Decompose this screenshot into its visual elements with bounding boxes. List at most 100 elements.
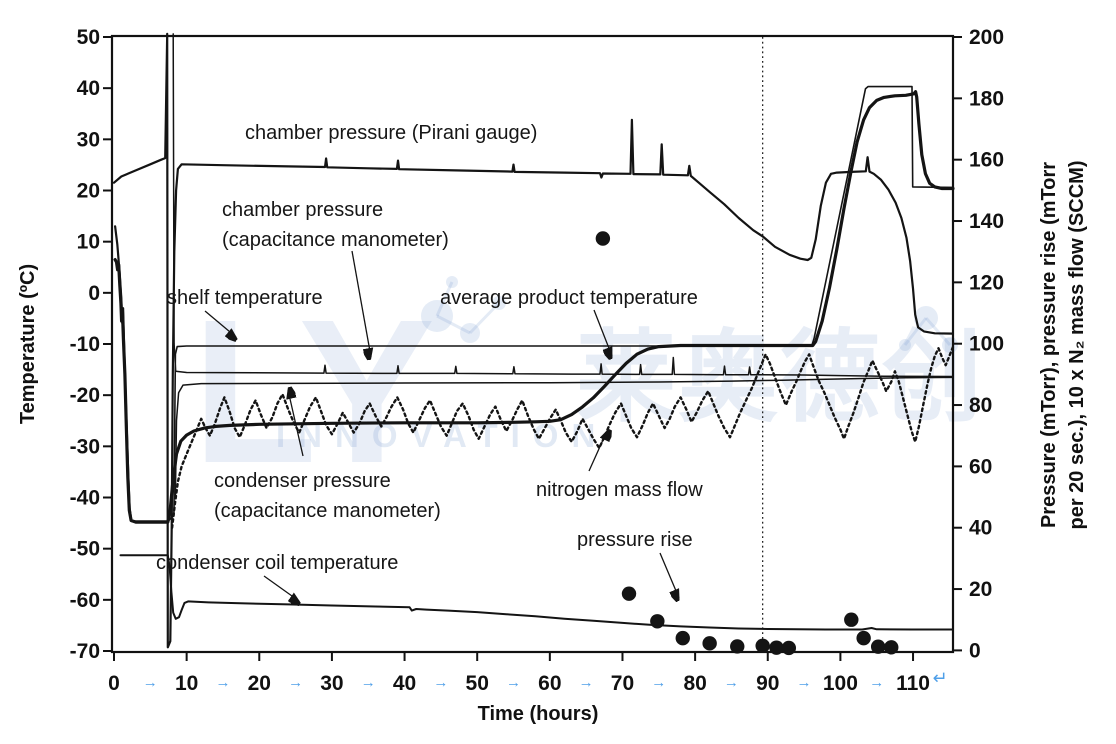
pressure-rise-dot — [675, 630, 690, 646]
pressure-rise-dot — [650, 614, 665, 629]
pressure-rise-dot — [755, 638, 770, 653]
pressure-rise-arrow — [659, 552, 679, 598]
watermark-molecule-node — [899, 339, 911, 351]
y-right-tick-label: 40 — [969, 517, 992, 540]
shelf-arrow — [204, 310, 236, 337]
x-tick-separator-arrow: → — [288, 674, 303, 691]
y-left-tick-label: -30 — [70, 435, 100, 458]
pressure-rise-dot — [730, 639, 745, 654]
x-tick-separator-arrow: → — [506, 674, 521, 691]
annotation-condenser-pressure-capacitance: condenser pressure (capacitance manomete… — [214, 466, 441, 526]
x-tick-separator-arrow: → — [143, 674, 158, 691]
x-tick-separator-arrow: → — [651, 674, 666, 691]
pressure-rise-dot — [870, 639, 886, 654]
annotation-pressure-rise: pressure rise — [577, 525, 693, 555]
x-tick-label: 90 — [756, 672, 779, 695]
annotation-text: (capacitance manometer) — [222, 229, 449, 251]
x-tick-label: 50 — [466, 672, 489, 695]
annotation-text: (capacitance manometer) — [214, 500, 441, 522]
y-left-tick-label: -50 — [70, 538, 100, 561]
watermark-molecule-bond — [468, 301, 501, 335]
x-tick-separator-arrow: → — [797, 674, 812, 691]
y-left-tick-label: 50 — [77, 26, 100, 49]
annotation-nitrogen-mass-flow: nitrogen mass flow — [536, 475, 703, 505]
y-right-tick-label: 200 — [969, 26, 1004, 49]
watermark-molecule-node — [460, 323, 480, 343]
y-left-tick-label: 20 — [77, 180, 100, 203]
annotation-text: shelf temperature — [167, 287, 323, 309]
axis-ticks: 0 → 10 → 20 → 30 → 40 → 50 → 60 → 70 → 80 → 90 → 100 → 110 ↵504… — [70, 26, 1004, 695]
chamber-cap-arrow — [351, 250, 371, 357]
nitrogen-arrow — [588, 431, 607, 472]
annotation-chamber-pressure-capacitance: chamber pressure (capacitance manometer) — [222, 195, 449, 255]
annotation-text: nitrogen mass flow — [536, 479, 703, 501]
x-tick-label: 60 — [538, 672, 561, 695]
watermark-molecule-bond — [435, 281, 454, 317]
series-product-b — [113, 225, 133, 523]
x-tick-label: 10 — [175, 672, 198, 695]
y-left-tick-label: 40 — [77, 77, 100, 100]
x-axis-return-mark: ↵ — [932, 668, 947, 688]
y-left-tick-label: 30 — [77, 128, 100, 151]
series-condenser-cap — [174, 376, 954, 498]
left-axis-title: Temperature (ºC) — [17, 263, 39, 425]
y-right-tick-label: 140 — [969, 210, 1004, 233]
x-tick-label: 20 — [248, 672, 271, 695]
x-tick-separator-arrow: → — [724, 674, 739, 691]
y-right-tick-label: 180 — [969, 87, 1004, 110]
annotation-chamber-pressure-pirani: chamber pressure (Pirani gauge) — [245, 118, 537, 148]
y-left-tick-label: -60 — [70, 589, 100, 612]
annotation-text: condenser coil temperature — [156, 552, 399, 574]
annotation-text: condenser pressure — [214, 470, 391, 492]
y-right-tick-label: 100 — [969, 333, 1004, 356]
y-right-tick-label: 80 — [969, 394, 992, 417]
annotation-text: pressure rise — [577, 529, 693, 551]
condenser-cap-arrow — [288, 390, 304, 457]
avg-product-arrow — [593, 309, 613, 356]
watermark-molecule-node — [914, 306, 938, 330]
y-right-tick-label: 60 — [969, 455, 992, 478]
x-tick-label: 40 — [393, 672, 416, 695]
pressure-rise-dot — [621, 586, 637, 601]
watermark-molecule-node — [421, 300, 453, 332]
annotation-average-product-temperature: average product temperature — [440, 283, 698, 313]
watermark-molecule-node — [492, 296, 506, 310]
series-chamber-cap — [172, 33, 954, 378]
x-tick-separator-arrow: → — [869, 674, 884, 691]
pressure-rise-dot — [856, 630, 871, 646]
y-right-tick-label: 0 — [969, 639, 981, 662]
annotation-text: chamber pressure (Pirani gauge) — [245, 122, 538, 144]
y-right-tick-label: 160 — [969, 149, 1004, 172]
pressure-rise-dot — [844, 612, 859, 627]
pressure-rise-dot — [884, 640, 899, 655]
right-axis-title-line2: per 20 sec.), 10 x N₂ mass flow (SCCM) — [1066, 160, 1088, 530]
pressure-rise-dot — [702, 636, 717, 651]
x-tick-separator-arrow: → — [215, 674, 230, 691]
y-right-tick-label: 120 — [969, 271, 1004, 294]
condenser-coil-arrow — [263, 575, 299, 601]
watermark-molecule-bond — [924, 317, 952, 346]
annotation-text: average product temperature — [440, 287, 698, 309]
y-left-tick-label: 10 — [77, 231, 100, 254]
x-tick-separator-arrow: → — [579, 674, 594, 691]
pressure-rise-dot — [769, 640, 784, 655]
y-left-tick-label: -20 — [70, 384, 100, 407]
x-axis-title: Time (hours) — [477, 703, 599, 725]
annotation-condenser-coil-temperature: condenser coil temperature — [156, 548, 398, 578]
annotation-text: chamber pressure — [222, 199, 384, 221]
x-tick-separator-arrow: → — [361, 674, 376, 691]
y-right-tick-label: 20 — [969, 578, 992, 601]
right-axis-title: Pressure (mTorr), pressure rise (mTorr p… — [1035, 15, 1091, 675]
pressure-rise-dot — [595, 231, 611, 246]
y-left-tick-label: -40 — [70, 487, 100, 510]
watermark-logo-text: LY — [192, 277, 435, 506]
x-tick-separator-arrow: → — [433, 674, 448, 691]
y-left-tick-label: -10 — [70, 333, 100, 356]
y-left-tick-label: -70 — [70, 640, 100, 663]
pressure-rise-dot — [781, 640, 797, 656]
x-tick-label: 0 — [108, 672, 120, 695]
x-tick-label: 100 — [823, 672, 858, 695]
x-tick-label: 70 — [611, 672, 634, 695]
x-tick-label: 80 — [683, 672, 706, 695]
